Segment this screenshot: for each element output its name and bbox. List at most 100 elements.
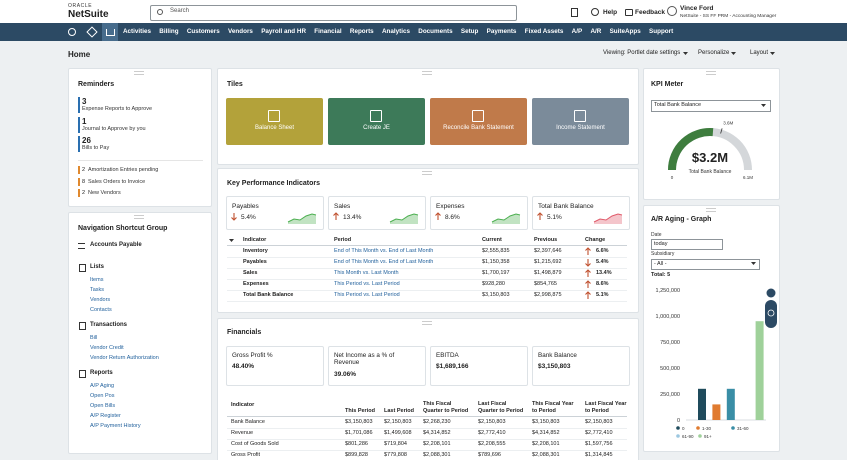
nav-item[interactable]: Customers [186, 28, 220, 36]
shortcut-link[interactable]: A/P Payment History [90, 423, 141, 429]
shortcut-link[interactable]: Open Bills [90, 403, 116, 409]
table-cell: $719,804 [384, 441, 407, 447]
layout-menu[interactable]: Layout [750, 50, 769, 56]
table-cell: $2,088,301 [532, 452, 560, 458]
group-icon [79, 322, 86, 330]
period-link[interactable]: End of This Month vs. End of Last Month [334, 248, 434, 254]
table-cell: $2,150,803 [585, 419, 613, 425]
reminder-count[interactable]: 26 [82, 136, 91, 145]
shortcut-link[interactable]: Contacts [90, 307, 112, 313]
nav-item[interactable]: Reports [349, 28, 374, 36]
drag-handle [134, 71, 144, 75]
shortcut-link[interactable]: A/P Register [90, 413, 121, 419]
reminder-bar [78, 177, 80, 186]
financial-card-value: 39.06% [334, 371, 357, 378]
document-icon[interactable] [571, 8, 578, 17]
table-cell: Bank Balance [231, 419, 265, 425]
tile-label[interactable]: Create JE [363, 125, 390, 131]
shortcut-link[interactable]: Tasks [90, 287, 105, 293]
shortcut-link[interactable]: Vendor Credit [90, 345, 124, 351]
reminder-count[interactable]: 3 [82, 97, 87, 106]
menu-icon [78, 243, 85, 249]
table-header: Previous [534, 237, 558, 243]
nav-item[interactable]: Payroll and HR [261, 28, 306, 36]
financial-card[interactable] [430, 346, 528, 386]
reminder-count[interactable]: 2 [82, 190, 86, 196]
reminder-bar [78, 189, 80, 197]
search-box[interactable] [150, 5, 517, 21]
feedback-link[interactable]: Feedback [635, 9, 665, 16]
kpi-card[interactable] [328, 196, 426, 230]
financial-card-label: Net Income as a % of Revenue [334, 352, 395, 367]
tile-label[interactable]: Balance Sheet [254, 125, 295, 131]
shortcut-link[interactable]: Vendor Return Authorization [90, 355, 159, 361]
reminder-label[interactable]: Amortization Entries pending [88, 167, 159, 173]
shortcut-link[interactable]: Items [90, 277, 104, 283]
group-title: Lists [90, 264, 105, 270]
financial-card[interactable] [226, 346, 324, 386]
reminder-label[interactable]: New Vendors [88, 190, 121, 196]
financials-portlet [217, 318, 639, 460]
kpi-card[interactable] [532, 196, 630, 230]
nav-item[interactable]: Setup [460, 28, 479, 36]
period-link[interactable]: This Period vs. Last Period [334, 292, 400, 298]
row-rule [227, 290, 627, 291]
table-cell: $4,314,852 [532, 430, 560, 436]
financial-card[interactable] [532, 346, 630, 386]
nav-item[interactable]: A/P [571, 28, 583, 36]
nav-item[interactable]: Fixed Assets [524, 28, 564, 36]
kpi-card[interactable] [430, 196, 528, 230]
table-rule [227, 245, 627, 246]
nav-item[interactable]: Financial [314, 28, 342, 36]
reminder-count[interactable]: 8 [82, 178, 86, 185]
viewing-menu[interactable]: Viewing: Portlet date settings [603, 50, 681, 56]
shortcut-top[interactable]: Accounts Payable [90, 242, 142, 248]
table-cell: Cost of Goods Sold [231, 441, 279, 447]
nav-item[interactable]: Support [649, 28, 674, 36]
nav-item[interactable]: Activities [123, 28, 151, 36]
nav-item[interactable]: A/R [590, 28, 602, 36]
nav-item[interactable]: Vendors [228, 28, 253, 36]
user-name[interactable]: Vince Ford [680, 5, 714, 12]
shortcut-link[interactable]: Open Pos [90, 393, 115, 399]
nav-item[interactable]: Analytics [381, 28, 410, 36]
tile-icon [472, 110, 484, 122]
kpi-card[interactable] [226, 196, 324, 230]
nav-item[interactable]: Documents [418, 28, 453, 36]
subsidiary-select[interactable] [651, 259, 760, 270]
personalize-menu[interactable]: Personalize [698, 50, 730, 56]
row-rule [227, 439, 627, 440]
home-tab[interactable] [102, 23, 118, 41]
nav-item[interactable]: Billing [159, 28, 179, 36]
table-cell: $899,828 [345, 452, 368, 458]
period-link[interactable]: End of This Month vs. End of Last Month [334, 259, 434, 265]
kpi-select[interactable] [651, 100, 771, 112]
tile-label[interactable]: Reconcile Bank Statement [443, 125, 514, 131]
financial-card[interactable] [328, 346, 426, 386]
reminder-label[interactable]: Sales Orders to Invoice [88, 178, 146, 185]
reminder-count[interactable]: 1 [82, 116, 87, 126]
dropdown-caret [731, 52, 736, 55]
reminder-count[interactable]: 2 [82, 167, 86, 173]
date-input[interactable] [651, 239, 723, 250]
period-link[interactable]: This Month vs. Last Month [334, 270, 399, 276]
reminder-label[interactable]: Bills to Pay [82, 145, 110, 151]
help-icon[interactable] [591, 8, 599, 16]
feedback-icon[interactable] [625, 9, 633, 16]
period-link[interactable]: This Period vs. Last Period [334, 281, 400, 287]
help-link[interactable]: Help [603, 9, 618, 16]
table-cell: $928,280 [482, 281, 505, 287]
tile-label[interactable]: Income Statement [556, 125, 605, 131]
reminder-label[interactable]: Journal to Approve by you [82, 125, 146, 132]
nav-item[interactable]: Payments [486, 28, 517, 36]
nav-item[interactable]: SuiteApps [609, 28, 641, 36]
shortcut-link[interactable]: A/P Aging [90, 383, 115, 389]
home-icon[interactable] [106, 29, 115, 36]
user-avatar[interactable] [667, 6, 677, 16]
nav-menu: Activities Billing Customers Vendors Payroll… [123, 23, 673, 41]
reminder-label[interactable]: Expense Reports to Approve [82, 106, 153, 112]
shortcut-link[interactable]: Vendors [90, 297, 111, 303]
reminder-bar [78, 166, 80, 174]
shortcut-link[interactable]: Bill [90, 335, 98, 341]
recent-icon[interactable] [68, 28, 76, 36]
